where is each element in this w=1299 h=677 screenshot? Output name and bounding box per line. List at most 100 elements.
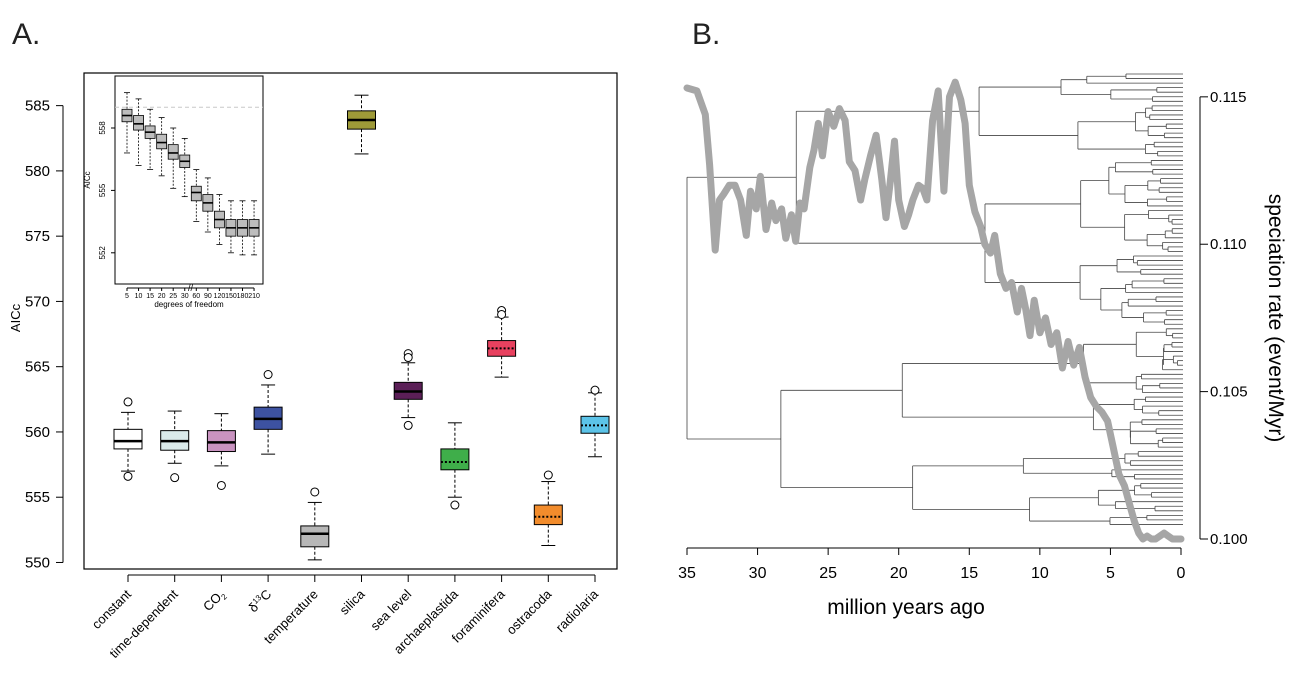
boxes [113,94,610,561]
outlier-0 [543,470,553,480]
y-tick-label-3: 565 [25,359,50,376]
y-tick-label-4: 570 [25,293,50,310]
y-tick-label-2: 0.110 [1210,236,1246,253]
box-body [300,525,330,548]
inset-box-120 [213,194,225,245]
outlier-0 [310,487,320,497]
inset-x-tick-label-6: 60 [192,293,200,300]
x-tick-label-6: sea level [367,586,414,633]
inset-box-10 [133,98,144,166]
inset-x-tick-label-1: 10 [135,293,143,300]
right-y-axis: 0.100 0.105 0.110 0.115 [1199,89,1248,548]
inset-x-tick-label-10: 180 [237,293,249,300]
x-tick-label-main: constant [89,586,135,632]
inset-x-axis-label: degrees of freedom [154,300,224,309]
y-tick-label-0: 0.100 [1210,531,1248,548]
inset-x-tick-label-7: 90 [204,293,212,300]
x-tick-label-7: 0 [1177,565,1186,582]
inset-box-body [190,185,202,202]
x-tick-label-2: 25 [819,565,837,582]
inset-y-tick-label-1: 555 [98,183,107,197]
inset-x-tick-label-8: 120 [214,293,226,300]
x-tick-label-0: 35 [678,565,696,582]
box-temperature [300,487,330,561]
outlier-0 [450,500,460,510]
y-tick-label-0: 550 [25,554,50,571]
outlier-0 [590,385,600,395]
box-constant [113,397,143,481]
inset-box-20 [156,117,168,177]
x-tick-label-10: radiolaria [553,586,602,635]
box-foraminifera [487,306,517,378]
inset-y-tick-label-2: 558 [98,121,107,135]
x-tick-label-main: silica [337,586,369,618]
box-ostracoda [533,470,563,547]
x-tick-label-0: constant [89,586,135,632]
speciation-rate-series [683,78,1185,543]
inset-frame [114,75,264,285]
y-tick-label-5: 575 [25,228,50,245]
outlier-1 [123,471,133,481]
y-tick-label-1: 555 [25,489,50,506]
x-tick-label-main: ostracoda [503,586,555,638]
box-silica [347,94,376,155]
plot-a-frame [83,72,618,570]
outlier-0 [123,397,133,407]
outlier-0 [216,480,226,490]
inset-box-5 [121,92,133,154]
x-tick-label-6: 5 [1106,565,1115,582]
outlier-2 [403,420,413,430]
panel-b-label: B. [692,18,720,51]
x-tick-label-main: radiolaria [553,586,602,635]
inset-content: 552 555 558 5 10 15 20 25 30 60 90 120 150 180 210 // [98,92,263,300]
speciation-rate-line [683,78,1185,543]
x-axis-label: million years ago [827,596,985,619]
x-tick-label-3: 20 [890,565,908,582]
inset-y-axis-label: AICc [83,171,92,188]
x-axis: 35 30 25 20 15 10 5 0 [678,547,1186,582]
inset-box-body [156,133,168,150]
panel-a-label: A. [12,18,40,51]
box-body [113,428,143,450]
x-tick-label-5: 10 [1031,565,1049,582]
outlier-1 [497,309,507,319]
x-tick-label-2: CO2 [200,586,229,615]
box-archaeplastida [440,422,470,510]
inset-x-tick-label-3: 20 [158,293,166,300]
y-tick-label-7: 585 [25,98,50,115]
box-sea level [393,349,423,430]
box-CO2 [206,413,236,490]
inset-box-body [167,144,179,160]
x-tick-label-9: ostracoda [503,586,555,638]
inset-plot: 552 555 558 5 10 15 20 25 30 60 90 120 150 180 210 // A… [83,75,264,309]
x-tick-label-1: 30 [749,565,767,582]
box-body [206,430,236,453]
inset-box-25 [167,127,179,189]
inset-box-body [133,115,144,131]
inset-y-tick-label-0: 552 [98,246,107,260]
x-tick-label-4: 15 [960,565,978,582]
inset-x-tick-label-11: 210 [248,293,260,300]
inset-x-tick-label-0: 5 [125,293,129,300]
box-time-dependent [160,410,190,483]
box-d13C [253,370,283,455]
box-radiolaria [580,385,610,458]
inset-box-30 [179,137,191,198]
x-tick-label-sub: 2 [219,592,229,602]
axis-break-mark: // [188,283,194,293]
inset-x-tick-label-5: 30 [181,293,189,300]
right-y-axis-label: speciation rate (event/Myr) [1264,194,1287,443]
phylogenetic-tree [686,73,1183,525]
inset-box-210 [248,200,260,256]
inset-box-90 [202,177,214,233]
y-axis: 550 555 560 565 570 575 580 585 [25,98,64,571]
inset-x-tick-label-2: 15 [146,293,154,300]
y-axis-label: AICc [8,303,23,332]
inset-box-150 [225,200,237,254]
y-tick-label-3: 0.115 [1210,89,1246,106]
y-tick-label-2: 560 [25,424,50,441]
inset-box-15 [144,108,156,171]
